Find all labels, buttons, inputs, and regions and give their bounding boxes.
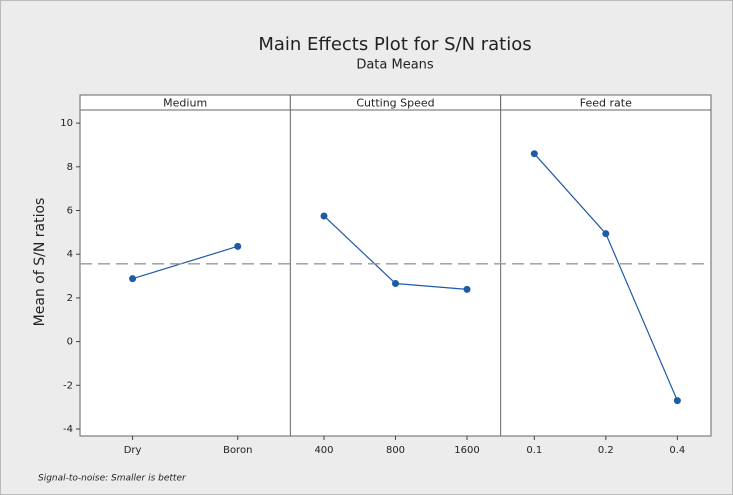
effect-line [132,245,238,280]
effect-point [320,212,328,220]
x-tick-label: 400 [314,445,333,456]
effect-point [463,285,471,293]
x-tick-label: 0.1 [526,445,542,456]
x-tick-label: 1600 [454,445,479,456]
effect-point [234,242,242,250]
panel-title: Cutting Speed [356,97,434,110]
x-tick-label: Dry [124,445,142,456]
chart-title: Main Effects Plot for S/N ratios [258,34,531,55]
panel-header [500,94,712,111]
effect-point [530,150,538,158]
y-tick-label: -4 [63,424,73,435]
y-tick-label: 10 [60,118,73,129]
x-tick-label: 800 [386,445,405,456]
effect-point [673,397,681,405]
y-tick-label: 2 [67,293,73,304]
y-tick-label: 4 [67,249,73,260]
effect-point [392,279,399,287]
y-tick-label: 6 [67,206,73,217]
x-tick-label: Boron [223,445,252,456]
panel-title: Feed rate [580,97,632,110]
effect-point [602,230,610,238]
chart-subtitle: Data Means [356,58,434,73]
x-tick-label: 0.4 [669,445,685,456]
x-tick-label: 0.2 [598,445,614,456]
plot-area [79,109,712,437]
y-axis-label: Mean of S/N ratios [32,198,48,327]
y-tick-label: -2 [63,380,73,391]
y-tick-label: 0 [67,337,73,348]
effect-point [129,275,137,283]
y-tick-label: 8 [67,162,73,173]
panel-title: Medium [163,97,207,110]
footnote: Signal-to-noise: Smaller is better [38,474,187,484]
